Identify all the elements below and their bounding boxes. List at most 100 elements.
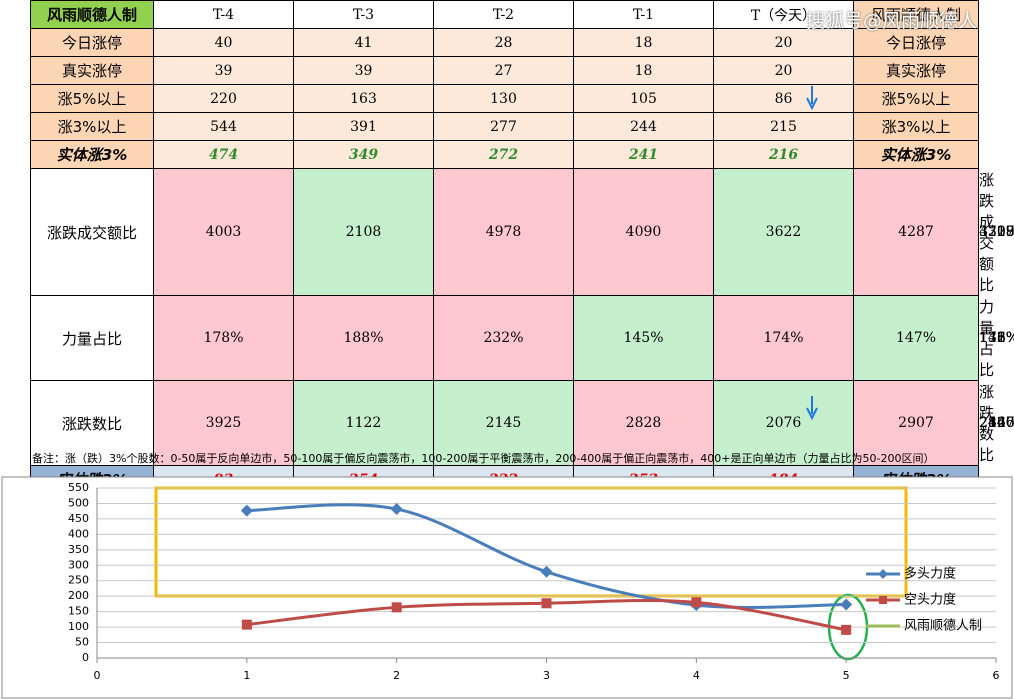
data-cell: 174%: [713, 295, 854, 381]
data-cell: 40: [153, 28, 294, 57]
x-tick-label: 2: [393, 669, 400, 682]
point: [541, 598, 552, 609]
x-tick-label: 3: [543, 669, 550, 682]
data-cell: 86: [713, 84, 854, 113]
data-cell: 28: [433, 28, 574, 57]
chart: 0 50 100 150 200 250 300 350 400 450 500 550 0 1 2 3 4 5 6…: [1, 476, 1013, 699]
point: [390, 503, 403, 516]
row-label: 实体涨3%: [30, 140, 154, 169]
data-cell: 272: [433, 140, 574, 169]
point: [840, 598, 853, 611]
data-cell: 163: [293, 84, 434, 113]
data-cell: 3925: [153, 380, 294, 466]
row-label-right: 实体涨3%: [853, 140, 979, 169]
chart-frame: [1, 476, 1013, 699]
data-cell: 215: [713, 112, 854, 141]
point: [241, 619, 252, 630]
row-label-right: 涨3%以上: [853, 112, 979, 141]
note: 备注：涨（跌）3%个股数：0-50属于反向单边市，50-100属于偏反向震荡市，…: [32, 452, 935, 465]
row-label: 真实涨停: [30, 56, 154, 85]
y-tick-label: 100: [68, 620, 89, 633]
point: [691, 597, 702, 608]
data-cell: 391: [293, 112, 434, 141]
header-cell: T（今天）: [713, 0, 854, 29]
header-cell: T-3: [293, 0, 434, 29]
data-cell: 39: [153, 56, 294, 85]
data-cell: 2907: [853, 380, 979, 466]
header-cell: 风雨顺德人制: [30, 0, 154, 29]
y-tick-label: 50: [75, 636, 89, 649]
header-cell: T-1: [573, 0, 714, 29]
x-tick-label: 6: [993, 669, 1000, 682]
data-cell: 2145: [433, 380, 574, 466]
data-cell: 4978: [433, 168, 574, 296]
y-tick-label: 350: [68, 543, 89, 556]
y-tick-label: 300: [68, 558, 89, 571]
point: [391, 602, 402, 613]
data-cell: 4287: [853, 168, 979, 296]
data-cell: 4090: [573, 168, 714, 296]
row-label-right: 涨5%以上: [853, 84, 979, 113]
data-cell: 2108: [293, 168, 434, 296]
row-label: 涨5%以上: [30, 84, 154, 113]
data-cell: 188%: [293, 295, 434, 381]
row-label-right: 今日涨停: [853, 28, 979, 57]
y-tick-label: 450: [68, 512, 89, 525]
data-cell: 474: [153, 140, 294, 169]
data-cell: 39: [293, 56, 434, 85]
data-cell: 18: [573, 56, 714, 85]
legend-marker: [878, 569, 888, 579]
data-cell: 1122: [293, 380, 434, 466]
y-tick-label: 200: [68, 589, 89, 602]
data-cell: 3622: [713, 168, 854, 296]
data-cell: 147%: [853, 295, 979, 381]
data-cell: 20: [713, 56, 854, 85]
point: [841, 624, 852, 635]
data-cell: 2076: [713, 380, 854, 466]
x-tick-label: 4: [693, 669, 700, 682]
data-cell: 27: [433, 56, 574, 85]
data-cell: 241: [573, 140, 714, 169]
data-cell: 244: [573, 112, 714, 141]
data-cell: 220: [153, 84, 294, 113]
data-table: 风雨顺德人制 T-4 T-3 T-2 T-1 T（今天） 风雨顺德人制 今日涨停 40 41 28 1…: [30, 0, 1014, 662]
y-tick-label: 400: [68, 527, 89, 540]
point: [540, 565, 553, 578]
data-cell: 349: [293, 140, 434, 169]
y-tick-label: 550: [68, 481, 89, 494]
y-tick-label: 250: [68, 574, 89, 587]
row-label: 今日涨停: [30, 28, 154, 57]
data-cell: 41: [293, 28, 434, 57]
y-tick-label: 150: [68, 605, 89, 618]
watermark: 搜狐号@风雨顺德人: [806, 10, 978, 32]
row-label: 涨跌数比: [30, 380, 154, 466]
row-label: 涨跌成交额比: [30, 168, 154, 296]
data-cell: 178%: [153, 295, 294, 381]
x-tick-label: 5: [843, 669, 850, 682]
y-tick-label: 500: [68, 496, 89, 509]
data-cell: 216: [713, 140, 854, 169]
header-cell: T-2: [433, 0, 574, 29]
row-label: 力量占比: [30, 295, 154, 381]
legend-label: 空头力度: [904, 592, 956, 608]
row-label-right: 真实涨停: [853, 56, 979, 85]
data-cell: 232%: [433, 295, 574, 381]
header-cell: T-4: [153, 0, 294, 29]
y-tick-label: 0: [82, 651, 89, 664]
data-cell: 2828: [573, 380, 714, 466]
legend-label: 风雨顺德人制: [904, 619, 982, 634]
header-cell: 风雨顺德人制: [853, 0, 979, 29]
data-cell: 544: [153, 112, 294, 141]
data-cell: 130: [433, 84, 574, 113]
data-cell: 145%: [573, 295, 714, 381]
x-tick-label: 1: [243, 669, 250, 682]
row-label: 涨3%以上: [30, 112, 154, 141]
data-cell: 18: [573, 28, 714, 57]
data-cell: 277: [433, 112, 574, 141]
x-tick-label: 0: [94, 669, 101, 682]
legend-label: 多头力度: [904, 566, 956, 582]
data-cell: 105: [573, 84, 714, 113]
legend-marker: [879, 596, 887, 604]
data-cell: 4003: [153, 168, 294, 296]
